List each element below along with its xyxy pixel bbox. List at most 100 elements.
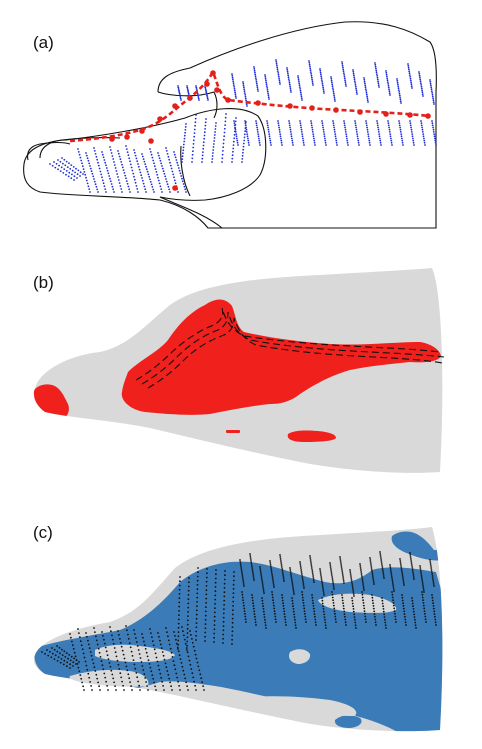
fiber-dot — [291, 599, 294, 602]
fiber-dot — [334, 618, 337, 621]
fiber-dot — [410, 558, 412, 560]
fiber-dot — [149, 178, 151, 181]
fiber-dot — [344, 128, 347, 131]
fiber-dot — [195, 657, 198, 660]
fiber-dot — [203, 137, 206, 140]
fiber-dot — [202, 141, 205, 144]
fiber-dot — [424, 615, 427, 618]
fiber-dot — [135, 185, 138, 187]
fiber-dot — [243, 139, 246, 142]
fiber-dot — [87, 672, 90, 675]
fiber-dot — [187, 585, 190, 588]
fiber-dot — [197, 571, 199, 574]
fiber-dot — [233, 575, 235, 578]
fiber-dot — [289, 128, 292, 131]
fiber-dot — [392, 599, 394, 602]
fiber-dot — [165, 147, 167, 149]
fiber-dot — [146, 170, 149, 173]
fiber-dot — [320, 75, 323, 78]
fiber-dot — [122, 653, 125, 656]
fiber-dot — [60, 166, 63, 169]
fiber-dot — [171, 656, 174, 658]
fiber-dot — [291, 137, 293, 140]
fiber-dot — [192, 146, 195, 149]
fiber-dot — [197, 94, 199, 97]
fiber-dot — [66, 166, 69, 169]
fiber-dot — [356, 93, 358, 95]
fiber-dot — [117, 663, 120, 666]
fiber-dot — [389, 566, 392, 568]
fiber-dot — [319, 568, 321, 570]
fiber-dot — [350, 577, 353, 579]
fiber-dot — [340, 568, 343, 570]
fiber-dot — [368, 141, 371, 144]
fiber-dot — [139, 171, 142, 174]
fiber-dot — [221, 161, 223, 163]
fiber-dot — [353, 76, 356, 79]
fiber-dot — [252, 602, 255, 605]
fiber-dot — [149, 666, 152, 669]
fiber-dot — [331, 591, 333, 593]
fiber-dot — [68, 654, 71, 656]
fiber-dot — [381, 569, 384, 571]
fiber-dot — [93, 180, 96, 183]
fiber-dot — [201, 161, 203, 163]
fiber-dot — [187, 598, 190, 601]
fiber-dot — [119, 185, 122, 187]
fiber-dot — [223, 587, 226, 589]
fiber-dot — [291, 585, 294, 587]
fiber-dot — [404, 618, 407, 621]
fiber-dot — [422, 604, 425, 607]
fiber-dot — [235, 117, 237, 119]
fiber-dot — [178, 588, 181, 591]
fiber-dot — [431, 575, 434, 577]
fiber-dot — [322, 128, 325, 131]
fiber-dot — [152, 159, 155, 162]
fiber-dot — [302, 137, 304, 140]
fiber-dot — [204, 623, 207, 625]
fiber-dot — [192, 143, 195, 145]
fiber-dot — [107, 172, 110, 175]
fiber-dot — [95, 635, 97, 638]
fiber-dot — [94, 670, 97, 672]
fiber-dot — [423, 137, 425, 140]
fiber-dot — [299, 565, 302, 567]
fiber-dot — [304, 618, 307, 621]
fiber-dot — [151, 186, 154, 188]
fiber-dot — [179, 580, 181, 583]
fiber-dot — [282, 576, 285, 578]
fiber-dot — [266, 88, 269, 91]
fiber-dot — [431, 93, 434, 96]
outline-inner-bulge — [157, 91, 218, 119]
fiber-dot — [231, 617, 234, 620]
fiber-dot — [102, 182, 105, 185]
fiber-dot — [374, 621, 377, 624]
fiber-dot — [192, 139, 195, 142]
fiber-dot — [301, 577, 304, 579]
fiber-tracks-c — [41, 551, 437, 691]
fiber-dot — [118, 182, 121, 184]
fiber-dot — [211, 161, 213, 163]
fiber-dot — [222, 146, 225, 149]
fiber-dot — [322, 592, 325, 594]
fiber-dot — [376, 122, 379, 125]
fiber-dot — [270, 572, 273, 574]
fiber-dot — [301, 593, 304, 596]
fiber-dot — [186, 640, 189, 643]
fiber-dot — [223, 127, 226, 130]
fiber-dot — [205, 92, 208, 95]
fiber-dot — [205, 593, 208, 596]
fiber-dot — [69, 633, 71, 635]
fiber-dot — [136, 188, 139, 190]
fiber-dot — [261, 597, 263, 599]
fiber-dot — [129, 163, 132, 166]
fiber-dot — [289, 571, 292, 573]
fiber-dot — [112, 158, 115, 160]
fiber-dot — [329, 564, 332, 566]
fiber-dot — [63, 158, 66, 161]
fiber-dot — [319, 69, 322, 72]
fiber-dot — [145, 165, 147, 168]
fiber-dot — [261, 582, 264, 584]
fiber-dot — [187, 594, 190, 596]
fiber-dot — [188, 659, 191, 662]
